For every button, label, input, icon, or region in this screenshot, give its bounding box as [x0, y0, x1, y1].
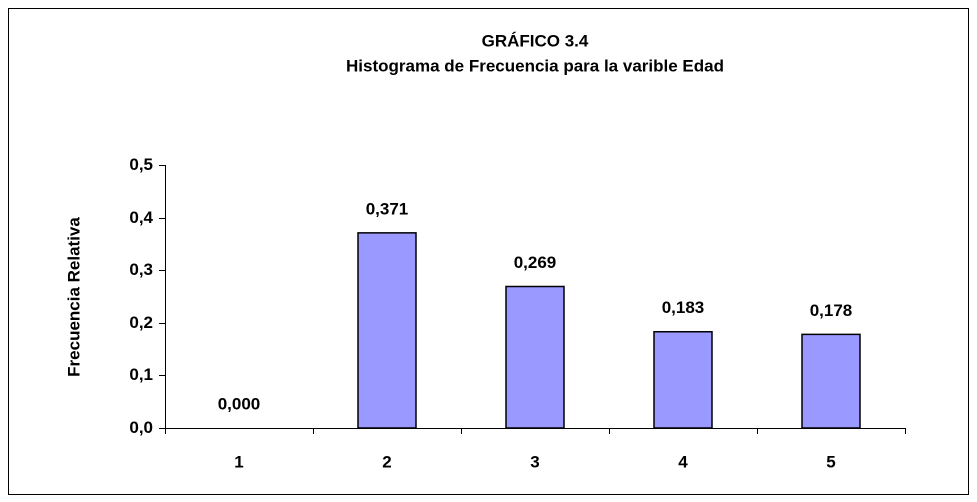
y-tick-label: 0,4: [129, 208, 153, 227]
data-label: 0,183: [662, 298, 705, 317]
chart-title: GRÁFICO 3.4: [482, 31, 589, 50]
y-tick-label: 0,2: [129, 313, 153, 332]
bar: [505, 285, 565, 429]
data-label: 0,000: [218, 394, 261, 413]
y-axis-label: Frecuencia Relativa: [64, 217, 83, 377]
x-tick-label: 4: [678, 452, 688, 471]
y-tick-label: 0,5: [129, 155, 153, 174]
x-tick-label: 2: [382, 452, 391, 471]
data-label: 0,178: [810, 301, 853, 320]
bar: [357, 232, 417, 429]
data-label: 0,371: [366, 199, 409, 218]
y-tick-label: 0,0: [129, 418, 153, 437]
x-tick-label: 1: [234, 452, 243, 471]
chart-subtitle: Histograma de Frecuencia para la varible…: [346, 56, 724, 75]
bar: [653, 330, 713, 429]
x-tick-label: 5: [826, 452, 835, 471]
x-tick-label: 3: [530, 452, 539, 471]
y-tick-label: 0,3: [129, 260, 153, 279]
y-tick-label: 0,1: [129, 365, 153, 384]
data-label: 0,269: [514, 253, 557, 272]
bar: [801, 333, 861, 429]
